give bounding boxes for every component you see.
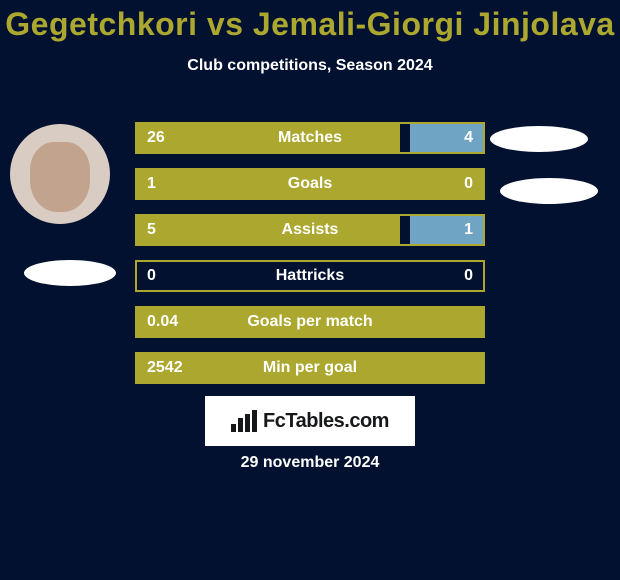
- player-left-name-oval: [24, 260, 116, 286]
- stat-value-left: 1: [147, 170, 156, 198]
- stat-value-right: 1: [464, 216, 473, 244]
- player-left-avatar: [10, 124, 110, 224]
- stat-bar-left: [137, 170, 483, 198]
- stat-row: 264Matches: [135, 122, 485, 154]
- bars-icon: [231, 410, 257, 432]
- player-right-avatar-oval: [490, 126, 588, 152]
- stat-value-right: 0: [464, 170, 473, 198]
- stat-value-left: 0: [147, 262, 156, 290]
- stat-row: 51Assists: [135, 214, 485, 246]
- report-date: 29 november 2024: [0, 454, 620, 472]
- stat-bar-left: [137, 354, 483, 382]
- stat-value-left: 2542: [147, 354, 183, 382]
- stat-bars: 264Matches10Goals51Assists00Hattricks0.0…: [135, 122, 485, 398]
- comparison-title: Gegetchkori vs Jemali-Giorgi Jinjolava: [0, 0, 620, 43]
- logo-text: FcTables.com: [263, 410, 389, 433]
- stat-value-left: 5: [147, 216, 156, 244]
- stat-label: Hattricks: [137, 262, 483, 290]
- stat-row: 0.04Goals per match: [135, 306, 485, 338]
- stat-value-left: 26: [147, 124, 165, 152]
- stat-row: 2542Min per goal: [135, 352, 485, 384]
- stat-bar-left: [137, 216, 400, 244]
- stat-value-right: 0: [464, 262, 473, 290]
- stat-row: 0 0Hattricks: [135, 260, 485, 292]
- stat-bar-left: [137, 124, 400, 152]
- fctables-logo[interactable]: FcTables.com: [205, 396, 415, 446]
- player-right-name-oval: [500, 178, 598, 204]
- stat-value-left: 0.04: [147, 308, 178, 336]
- stat-row: 10Goals: [135, 168, 485, 200]
- stat-value-right: 4: [464, 124, 473, 152]
- season-subtitle: Club competitions, Season 2024: [0, 57, 620, 75]
- stat-bar-left: [137, 308, 483, 336]
